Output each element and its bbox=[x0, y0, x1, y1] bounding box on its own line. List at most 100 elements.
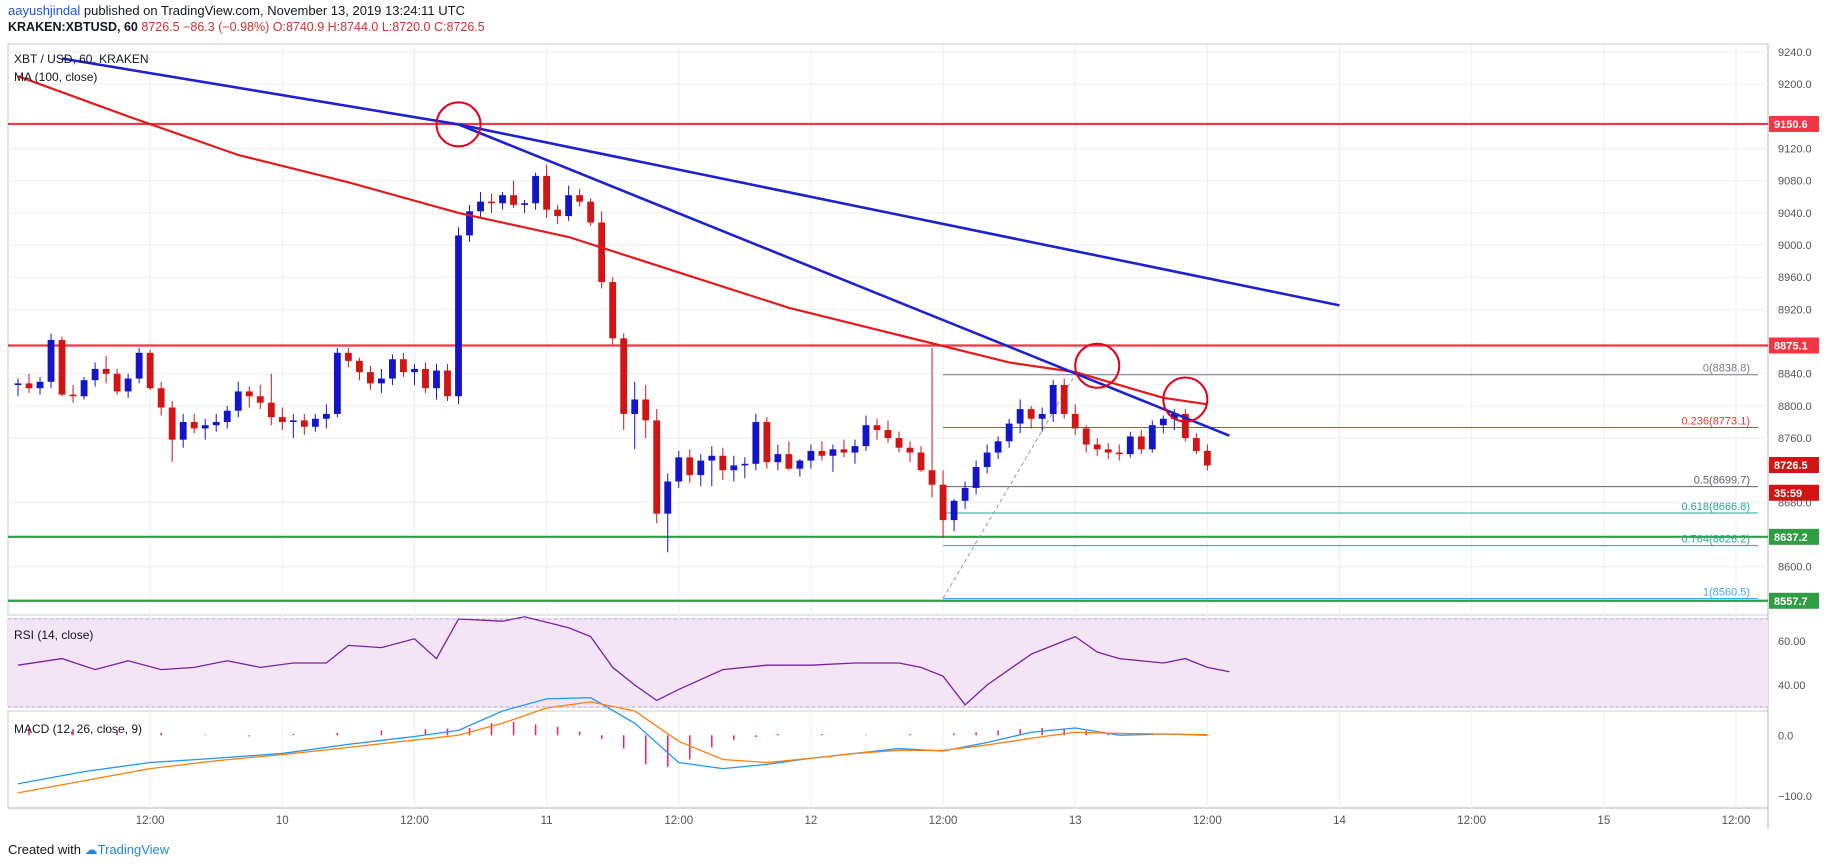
candle-body bbox=[818, 450, 826, 456]
candle-body bbox=[554, 209, 562, 217]
candle-body bbox=[245, 391, 253, 397]
time-tick-label: 14 bbox=[1333, 815, 1346, 827]
candle-body bbox=[532, 175, 540, 204]
candle-body bbox=[168, 407, 176, 440]
price-tick-label: 8800.0 bbox=[1778, 401, 1812, 413]
highlight-circle bbox=[435, 101, 482, 148]
candle-body bbox=[1126, 436, 1134, 455]
candle-body bbox=[697, 460, 705, 476]
candle-body bbox=[488, 201, 495, 204]
price-tag-label: 35:59 bbox=[1774, 488, 1802, 500]
candle-body bbox=[300, 420, 308, 427]
candle-body bbox=[961, 487, 969, 501]
candle-body bbox=[840, 449, 848, 453]
price-tick-label: 9080.0 bbox=[1778, 176, 1812, 188]
symbol-label: KRAKEN:XBTUSD, 60 bbox=[8, 20, 138, 34]
price-tick-label: 8920.0 bbox=[1778, 304, 1812, 316]
candle-body bbox=[289, 420, 297, 422]
candle-body bbox=[91, 368, 99, 381]
candle-body bbox=[344, 352, 352, 361]
fib-level-label: 0.236(8773.1) bbox=[1682, 416, 1751, 428]
candle-body bbox=[598, 222, 606, 283]
candle-body bbox=[278, 417, 286, 422]
trendline bbox=[458, 123, 1230, 437]
candle-body bbox=[1093, 444, 1101, 450]
candle-body bbox=[466, 211, 473, 236]
time-tick-label: 15 bbox=[1597, 815, 1610, 827]
symbol-quote-line: KRAKEN:XBTUSD, 60 8726.5 −86.3 (−0.98%) … bbox=[8, 20, 485, 34]
candle-body bbox=[906, 447, 914, 453]
candle-body bbox=[686, 457, 694, 476]
candle-body bbox=[873, 425, 881, 431]
candle-body bbox=[69, 394, 77, 397]
candle-body bbox=[433, 370, 440, 389]
candle-body bbox=[256, 396, 264, 403]
candle-body bbox=[763, 421, 771, 463]
candle-body bbox=[333, 352, 341, 414]
candle-body bbox=[389, 359, 396, 379]
candle-body bbox=[146, 352, 154, 389]
candle-body bbox=[422, 368, 429, 389]
fib-level-label: 0.764(8626.2) bbox=[1682, 534, 1751, 546]
candle-body bbox=[113, 373, 121, 392]
fib-level-label: 0(8838.8) bbox=[1703, 363, 1750, 375]
price-tick-label: 9040.0 bbox=[1778, 208, 1812, 220]
author-name[interactable]: aayushjindal bbox=[8, 3, 81, 18]
fib-level-label: 0.5(8699.7) bbox=[1694, 475, 1750, 487]
price-tag-countdown bbox=[1769, 484, 1819, 501]
created-with-text: Created with bbox=[8, 842, 81, 857]
price-tag-last bbox=[1769, 457, 1819, 474]
price-tick-label: 8840.0 bbox=[1778, 369, 1812, 381]
tradingview-logo-icon: ☁ bbox=[84, 842, 98, 857]
price-tick-label: 9200.0 bbox=[1778, 79, 1812, 91]
candle-body bbox=[851, 446, 859, 453]
candle-body bbox=[708, 455, 716, 461]
candle-body bbox=[774, 454, 782, 463]
main-legend: XBT / USD, 60, KRAKEN bbox=[14, 52, 149, 66]
candle-body bbox=[1203, 450, 1211, 466]
candle-body bbox=[1159, 418, 1167, 426]
time-tick-label: 12:00 bbox=[1722, 815, 1751, 827]
candle-body bbox=[311, 418, 319, 427]
candle-body bbox=[1038, 413, 1046, 419]
candle-body bbox=[675, 457, 683, 482]
level-tag-label: 8637.2 bbox=[1774, 532, 1808, 544]
tradingview-brand[interactable]: TradingView bbox=[97, 842, 170, 857]
trendline bbox=[458, 123, 1340, 307]
candle-body bbox=[1192, 438, 1200, 451]
candle-body bbox=[1005, 423, 1013, 442]
level-tag-label: 8875.1 bbox=[1774, 341, 1808, 353]
price-change: −86.3 (−0.98%) bbox=[183, 20, 270, 34]
time-tick-label: 12:00 bbox=[1457, 815, 1486, 827]
candle-body bbox=[1016, 409, 1024, 424]
candle-body bbox=[730, 465, 738, 471]
candle-body bbox=[135, 352, 143, 379]
candle-body bbox=[939, 484, 947, 521]
price-tick-label: 9000.0 bbox=[1778, 240, 1812, 252]
rsi-tick-label: 40.00 bbox=[1778, 680, 1806, 692]
candle-body bbox=[378, 378, 385, 384]
candle-body bbox=[785, 454, 793, 469]
candle-body bbox=[355, 360, 363, 373]
time-tick-label: 11 bbox=[541, 815, 553, 827]
candle-body bbox=[58, 339, 66, 395]
macd-legend: MACD (12, 26, close, 9) bbox=[14, 722, 142, 736]
macd-line bbox=[17, 697, 1208, 785]
candle-body bbox=[1049, 384, 1057, 414]
level-tag bbox=[1769, 528, 1819, 545]
candle-body bbox=[642, 399, 650, 421]
candle-body bbox=[212, 421, 220, 426]
candle-body bbox=[1137, 436, 1145, 450]
candle-body bbox=[411, 368, 418, 373]
published-text: published on TradingView.com, November 1… bbox=[80, 3, 465, 18]
main-pane bbox=[7, 43, 1769, 616]
price-tick-label: 9120.0 bbox=[1778, 144, 1812, 156]
candle-body bbox=[444, 370, 451, 397]
time-tick-label: 12:00 bbox=[929, 815, 958, 827]
candle-body bbox=[895, 438, 903, 448]
level-tag-label: 9150.6 bbox=[1774, 119, 1808, 131]
candle-body bbox=[179, 421, 187, 440]
candle-body bbox=[477, 201, 484, 212]
